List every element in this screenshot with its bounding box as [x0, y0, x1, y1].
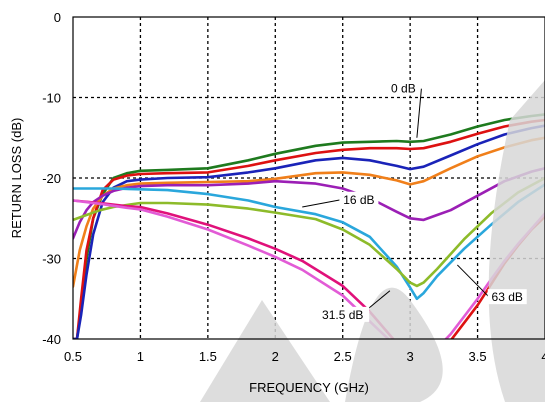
x-tick-label: 0.5	[64, 349, 82, 364]
x-tick-label: 1.5	[199, 349, 217, 364]
annotation-bg	[487, 289, 527, 305]
watermark-glyph	[488, 80, 545, 402]
y-tick-label: 0	[54, 10, 61, 25]
watermark-shape	[200, 80, 545, 402]
series-line-4	[73, 136, 545, 288]
series-line-2	[73, 118, 545, 339]
y-tick-labels: 0 -10 -20 -30 -40	[42, 10, 61, 347]
x-tick-label: 3	[407, 349, 414, 364]
annotation-bg	[316, 306, 370, 322]
series-line-7	[73, 176, 545, 288]
annotations: 0 dB 16 dB 31.5 dB 63 dB	[302, 80, 527, 322]
grid-lines	[73, 17, 545, 339]
series-line-3	[73, 124, 545, 339]
plot-frame	[72, 16, 545, 340]
y-tick-label: -10	[42, 91, 61, 106]
x-axis-label: FREQUENCY (GHz)	[249, 380, 369, 395]
annotation-label: 16 dB	[343, 193, 374, 207]
annotation-bg	[339, 191, 379, 207]
series-line-10	[73, 199, 391, 339]
series-lines	[73, 113, 545, 339]
annotation-bg	[387, 80, 420, 96]
series-line-8	[73, 199, 395, 339]
annotation-label: 63 dB	[492, 290, 523, 304]
annotation-leader	[416, 88, 422, 138]
series-line-5	[73, 167, 545, 240]
x-tick-labels: 0.5 1 1.5 2 2.5 3 3.5 4	[64, 349, 545, 364]
x-tick-label: 1	[137, 349, 144, 364]
y-tick-label: -40	[42, 332, 61, 347]
annotation-label: 31.5 dB	[322, 308, 363, 322]
annotation-leader	[302, 199, 341, 208]
series-line-6	[73, 183, 545, 301]
watermark-glyph	[345, 287, 443, 402]
x-tick-label: 2.5	[334, 349, 352, 364]
annotation-leader	[456, 264, 490, 298]
y-tick-label: -30	[42, 252, 61, 267]
watermark-glyph	[200, 300, 330, 402]
y-axis-label: RETURN LOSS (dB)	[9, 118, 24, 239]
y-tick-label: -20	[42, 171, 61, 186]
x-tick-label: 2	[272, 349, 279, 364]
annotation-label: 0 dB	[391, 82, 416, 96]
x-tick-label: 4	[541, 349, 545, 364]
x-tick-label: 3.5	[469, 349, 487, 364]
